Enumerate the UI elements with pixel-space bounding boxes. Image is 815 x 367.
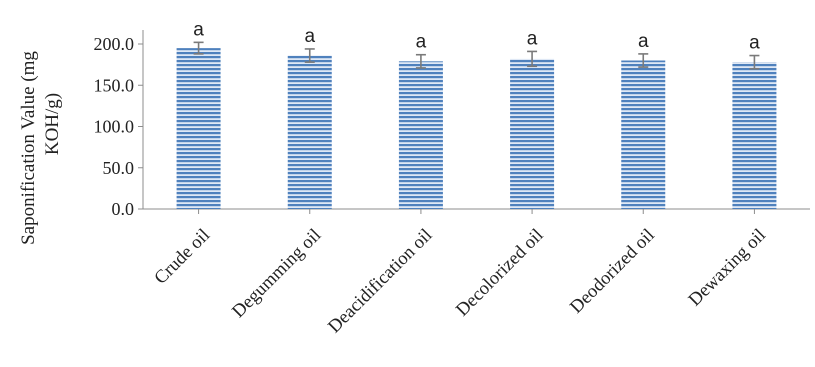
x-axis-ticks	[198, 209, 755, 214]
bar	[621, 60, 666, 209]
y-tick-label: 50.0	[103, 158, 135, 178]
bars-group	[176, 48, 777, 210]
significance-label: a	[638, 31, 649, 52]
y-tick-label: 150.0	[94, 75, 135, 95]
category-label: Dewaxing oil	[685, 225, 770, 310]
category-labels-group: Crude oil Degumming oil Deacidification oi…	[151, 225, 770, 337]
significance-label: a	[304, 26, 315, 47]
y-tick-label: 200.0	[94, 34, 135, 54]
y-axis-title-line1: Saponification Value (mg	[18, 51, 39, 245]
bar	[732, 62, 777, 210]
bar	[176, 48, 221, 209]
significance-label: a	[416, 32, 427, 53]
y-axis-ticks: 0.0 50.0 100.0 150.0 200.0	[94, 34, 143, 219]
y-axis-title-line2: KOH/g)	[42, 93, 63, 155]
error-bars-group	[193, 41, 760, 70]
y-tick-label: 0.0	[112, 199, 135, 219]
significance-label: a	[527, 28, 538, 49]
category-label: Degumming oil	[229, 225, 326, 322]
y-tick-label: 100.0	[94, 117, 135, 137]
y-axis-title: Saponification Value (mg KOH/g)	[18, 51, 63, 245]
significance-label: a	[749, 33, 760, 54]
category-label: Deacidification oil	[325, 225, 437, 337]
category-label: Crude oil	[151, 225, 214, 288]
category-label: Deodorized oil	[567, 225, 659, 317]
category-label: Decolorized oil	[452, 225, 547, 320]
bar	[287, 55, 332, 209]
bar	[510, 58, 555, 209]
bar	[398, 61, 443, 210]
significance-label: a	[193, 19, 204, 40]
